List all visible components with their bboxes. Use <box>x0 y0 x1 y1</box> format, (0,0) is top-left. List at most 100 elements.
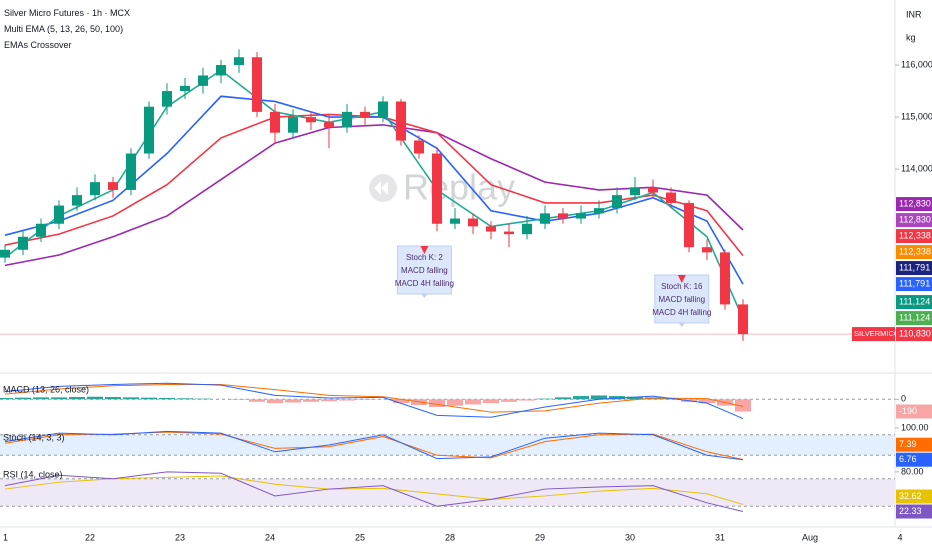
histogram-bar <box>15 397 31 400</box>
candle-body <box>162 91 172 107</box>
candle-body <box>0 249 10 258</box>
candle-body <box>630 187 640 196</box>
candle-body <box>576 213 586 219</box>
candle-body <box>432 153 442 224</box>
price-tag-bg <box>896 277 932 292</box>
candle-body <box>378 101 388 118</box>
candle-body <box>504 231 514 235</box>
x-tick-label: 1 <box>3 532 8 542</box>
candle-body <box>144 106 154 154</box>
y-tick-label: 100.00 <box>901 422 929 432</box>
histogram-bar <box>357 399 373 400</box>
histogram-bar <box>33 397 49 400</box>
annotation-text: MACD falling <box>401 266 448 275</box>
price-tag: 112,830 <box>899 198 931 208</box>
histogram-bar <box>591 395 607 400</box>
histogram-bar <box>123 397 139 400</box>
x-tick-label: 28 <box>445 532 455 542</box>
symbol-tag-bg <box>852 327 895 342</box>
histogram-bar <box>0 398 13 400</box>
histogram-bar <box>87 396 103 400</box>
candle-body <box>702 247 712 253</box>
candle-body <box>306 117 316 123</box>
price-tag: 111,124 <box>899 296 930 306</box>
x-tick-label: 4 <box>897 532 902 542</box>
price-tag: 112,830 <box>899 214 931 224</box>
candle-body <box>666 192 676 203</box>
candle-body <box>648 187 658 193</box>
histogram-bar <box>159 398 175 400</box>
value-tag-bg <box>896 437 932 452</box>
price-tag-bg <box>896 229 932 244</box>
watermark-icon-arrows <box>374 181 388 195</box>
value-tag-bg <box>896 489 932 504</box>
value-tag: 32.62 <box>899 491 922 501</box>
candle-body <box>216 65 226 76</box>
price-tag-bg <box>896 295 932 310</box>
price-tag: 112,338 <box>899 246 931 256</box>
y-tick-label: 80.00 <box>901 466 924 476</box>
x-tick-label: 23 <box>175 532 185 542</box>
indicator-line <box>4 430 744 461</box>
y-tick-label: 115,000 <box>901 111 932 121</box>
annotation-text: MACD falling <box>658 295 705 304</box>
candle-body <box>54 205 64 224</box>
price-tag-bg <box>896 311 932 326</box>
candle-body <box>486 226 496 232</box>
histogram-bar <box>231 399 247 400</box>
histogram-bar <box>303 399 319 402</box>
histogram-bar <box>465 399 481 405</box>
value-tag: 7.39 <box>899 439 917 449</box>
histogram-bar <box>429 399 445 407</box>
x-tick-label: 24 <box>265 532 275 542</box>
band-fill <box>0 478 895 507</box>
x-tick-label: 31 <box>715 532 725 542</box>
candle-body <box>126 153 136 190</box>
candle-body <box>684 202 694 248</box>
price-tag: 112,338 <box>899 230 931 240</box>
x-tick-label: Aug <box>802 532 818 542</box>
candle-body <box>720 252 730 305</box>
histogram-bar <box>519 399 535 401</box>
histogram-bar <box>195 398 211 400</box>
histogram-bar <box>555 397 571 400</box>
indicator-line <box>4 382 744 420</box>
price-tag-bg <box>896 261 932 276</box>
band-fill <box>0 434 895 456</box>
histogram-bar <box>699 399 715 404</box>
watermark-icon <box>369 174 397 202</box>
candle-body <box>594 208 604 214</box>
candle-body <box>108 182 118 190</box>
histogram-bar <box>105 397 121 400</box>
histogram-bar <box>141 397 157 400</box>
candle-body <box>36 223 46 237</box>
value-tag: 22.33 <box>899 506 922 516</box>
candle-body <box>234 57 244 66</box>
histogram-bar <box>537 398 553 400</box>
unit: kg <box>906 32 916 42</box>
y-tick-label: 0 <box>901 394 906 404</box>
pane-title: Stoch (14, 3, 3) <box>3 432 65 442</box>
candle-body <box>612 195 622 209</box>
histogram-bar <box>501 399 517 402</box>
candle-body <box>198 75 208 86</box>
indicator-line <box>4 384 744 413</box>
candle-body <box>270 111 280 133</box>
value-tag-bg <box>896 404 932 419</box>
price-tag: 111,791 <box>899 262 930 272</box>
annotation-text: Stoch K: 2 <box>406 253 443 262</box>
annotation-text: Stoch K: 16 <box>661 282 703 291</box>
price-tag: 111,124 <box>899 312 930 322</box>
x-tick-label: 25 <box>355 532 365 542</box>
price-tag-bg <box>896 213 932 228</box>
y-tick-label: 114,000 <box>901 163 932 173</box>
x-tick-label: 22 <box>85 532 95 542</box>
last-price-tag-bg <box>896 327 932 342</box>
candle-body <box>450 218 460 224</box>
histogram-bar <box>573 396 589 400</box>
candle-body <box>468 218 478 227</box>
histogram-bar <box>249 399 265 402</box>
histogram-bar <box>447 399 463 406</box>
